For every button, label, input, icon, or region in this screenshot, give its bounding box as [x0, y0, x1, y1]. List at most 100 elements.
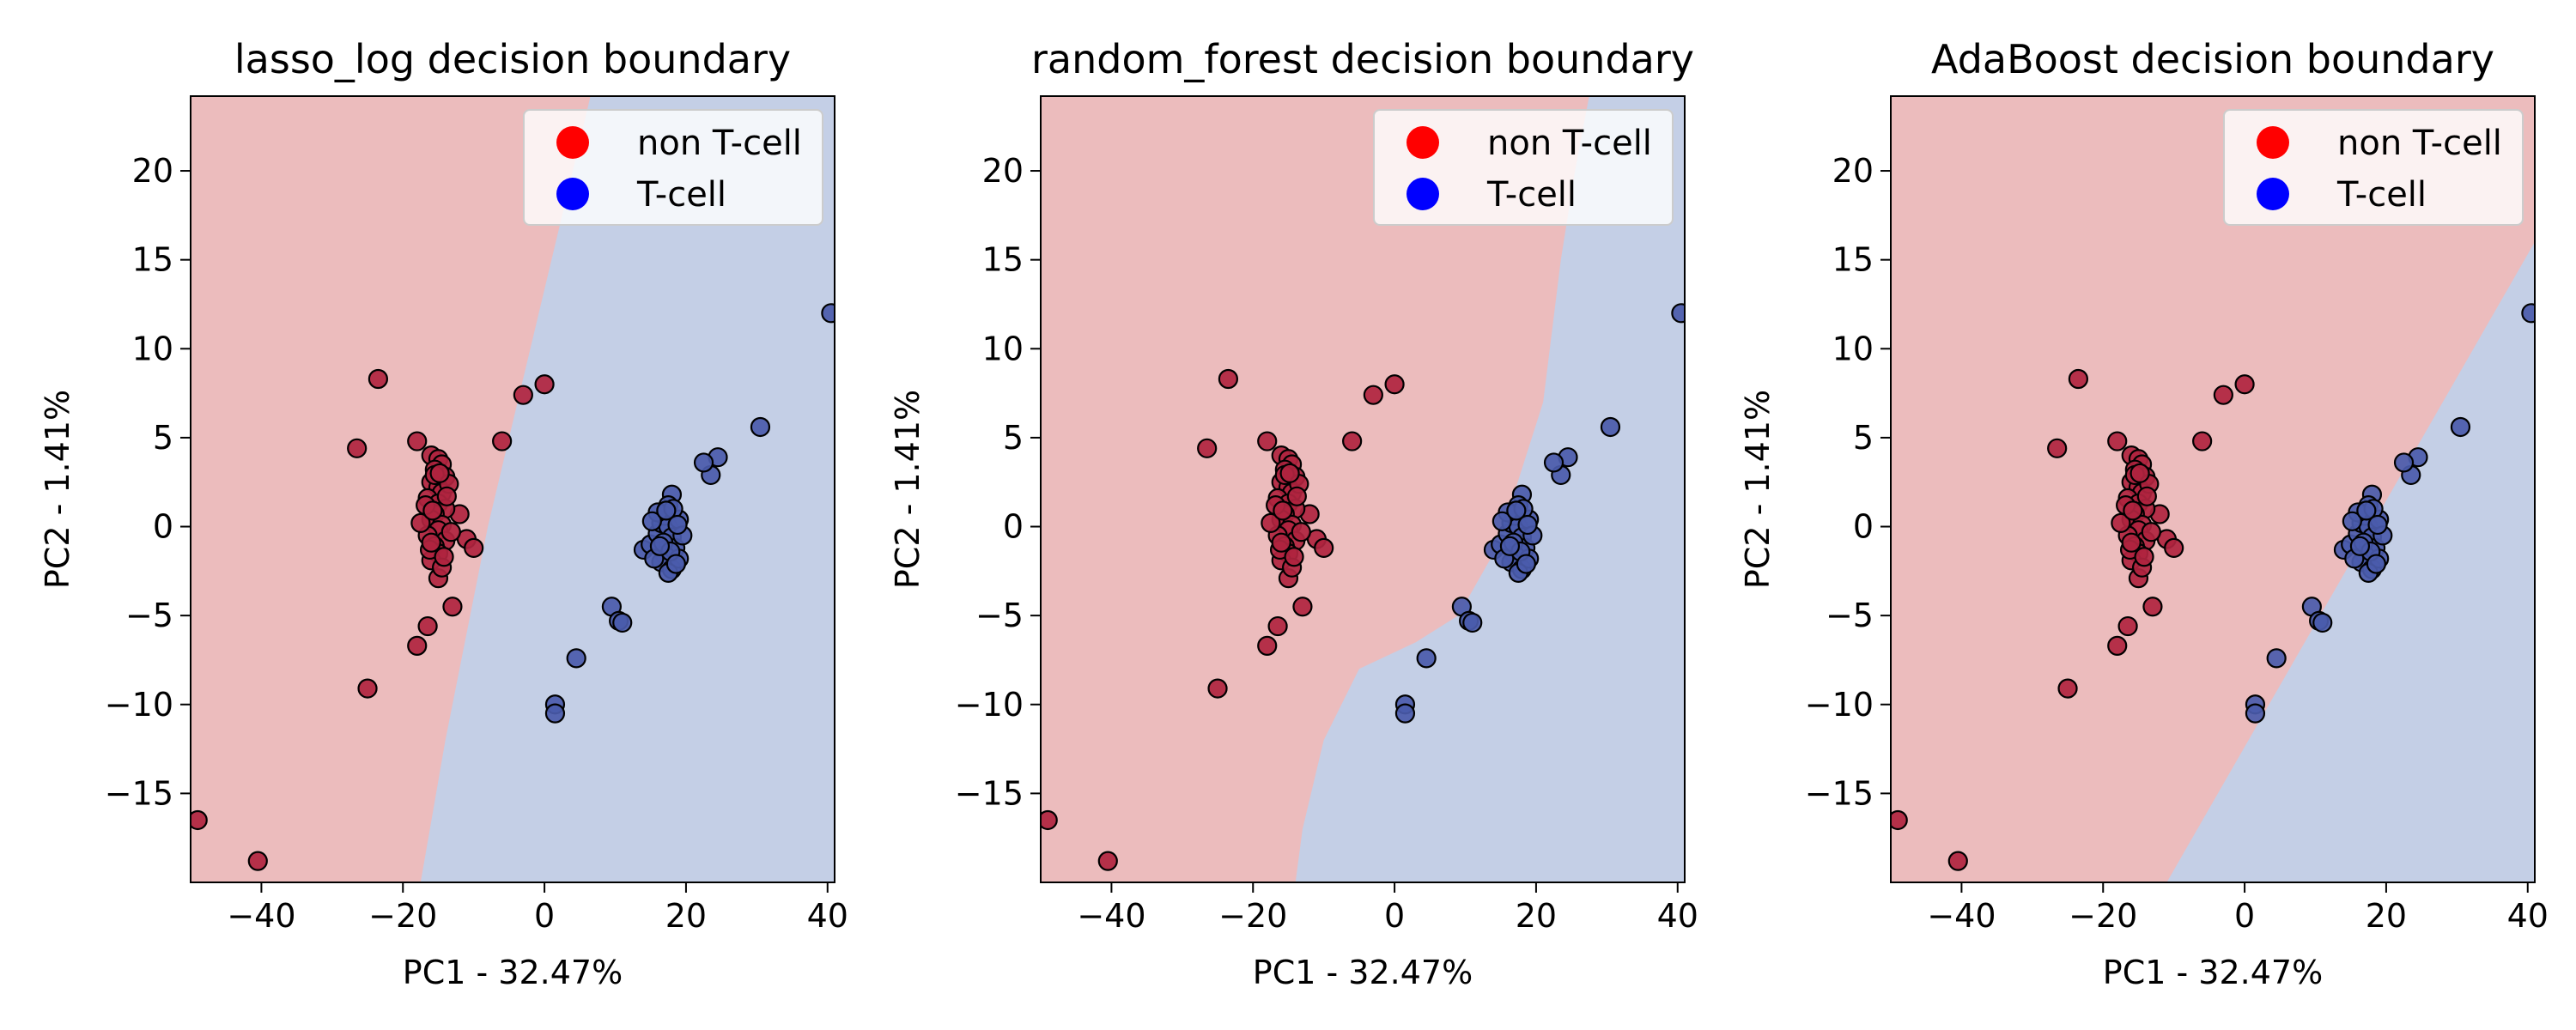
tcell-point [1416, 648, 1437, 669]
legend-entry: T-cell [1486, 175, 1577, 215]
non-tcell-point [2142, 597, 2163, 617]
tcell-point [2367, 514, 2388, 536]
legend: non T-cell T-cell [2223, 109, 2524, 226]
non-tcell-point [2234, 374, 2255, 395]
non-tcell-point [2107, 431, 2128, 451]
tcell-point [1671, 303, 1685, 324]
legend-entry: T-cell [2336, 175, 2427, 215]
non-tcell-point [1271, 532, 1291, 553]
non-tcell-point [422, 500, 443, 521]
non-tcell-region [1891, 96, 2535, 882]
tcell-point [649, 536, 671, 556]
axes-frame [190, 95, 835, 883]
tcell-point [544, 703, 566, 724]
data-points [191, 303, 835, 871]
tcell-point [1517, 514, 1538, 536]
x-tick-label: −20 [2069, 897, 2137, 935]
y-tick-label: 15 [982, 241, 1024, 279]
x-axis-label: PC1 - 32.47% [1253, 954, 1473, 991]
tcell-point [2521, 303, 2535, 324]
tcell-point [667, 514, 688, 536]
y-tick-label: 15 [132, 241, 173, 279]
non-tcell-point [357, 678, 378, 699]
x-tick-label: 20 [1516, 897, 1557, 935]
non-tcell-point [368, 368, 389, 390]
x-tick-label: 40 [1657, 897, 1698, 935]
tcell-point [693, 452, 714, 473]
tcell-point [1394, 703, 1416, 724]
non-tcell-point [191, 809, 208, 831]
non-tcell-point [2129, 463, 2150, 483]
y-tick-label: 10 [1832, 330, 1874, 367]
y-tick-label: −10 [955, 686, 1024, 724]
x-tick-label: 20 [665, 897, 707, 935]
x-tick-label: 0 [2234, 897, 2255, 935]
data-points [1891, 303, 2535, 871]
non-tcell-point [2107, 635, 2128, 656]
y-tick-label: 10 [982, 330, 1024, 367]
legend-box [2223, 109, 2524, 226]
x-tick-label: −40 [1077, 897, 1145, 935]
y-tick-label: 20 [132, 152, 173, 190]
x-tick-label: −40 [1927, 897, 1996, 935]
x-tick-label: −40 [227, 897, 295, 935]
non-tcell-point [534, 374, 555, 395]
non-tcell-point [436, 486, 457, 506]
tcell-point [1462, 612, 1483, 633]
y-tick-label: −15 [1805, 774, 1874, 812]
non-tcell-point [2141, 522, 2161, 542]
y-tick-label: 0 [1853, 508, 1874, 546]
non-tcell-point [1286, 486, 1307, 506]
tcell-point [1600, 416, 1621, 438]
legend-box [523, 109, 823, 226]
non-tcell-point [2164, 537, 2184, 558]
tcell-point [2450, 416, 2471, 438]
non-tcell-point [1384, 374, 1405, 395]
non-tcell-point [2111, 512, 2131, 533]
y-tick-label: 5 [1853, 419, 1874, 457]
chart-title: random_forest decision boundary [1031, 36, 1694, 82]
non-tcell-point [2068, 368, 2089, 390]
non-tcell-point [1267, 615, 1288, 637]
tcell-point [656, 500, 677, 521]
data-points [1041, 303, 1685, 871]
legend-box [1373, 109, 1674, 226]
non-tcell-point [1207, 678, 1228, 699]
tcell-point [2342, 511, 2362, 531]
non-tcell-point [2047, 438, 2068, 458]
y-tick-label: 20 [982, 152, 1024, 190]
tcell-point [2366, 554, 2386, 574]
y-tick-label: −5 [1826, 597, 1874, 634]
legend-entry: non T-cell [1487, 124, 1652, 163]
non-tcell-point [2134, 547, 2154, 567]
non-tcell-point [247, 851, 268, 871]
legend-marker [1406, 126, 1439, 159]
non-tcell-region [191, 96, 591, 882]
legend-marker [2257, 178, 2289, 210]
non-tcell-point [1097, 851, 1118, 871]
y-tick-label: 20 [1832, 152, 1874, 190]
x-tick-label: 40 [807, 897, 848, 935]
y-tick-label: −10 [1805, 686, 1874, 724]
non-tcell-point [410, 512, 431, 533]
legend-marker [556, 178, 589, 210]
legend-marker [556, 126, 589, 159]
non-tcell-point [1342, 431, 1363, 451]
y-tick-label: 5 [1003, 419, 1024, 457]
non-tcell-point [492, 431, 513, 451]
non-tcell-point [2057, 678, 2078, 699]
tcell-point [2245, 703, 2266, 724]
non-tcell-point [1257, 635, 1278, 656]
non-tcell-point [434, 547, 454, 567]
x-tick-label: 0 [534, 897, 555, 935]
non-tcell-point [1218, 368, 1239, 390]
legend: non T-cell T-cell [1373, 109, 1674, 226]
legend: non T-cell T-cell [523, 109, 823, 226]
x-axis-label: PC1 - 32.47% [403, 954, 623, 991]
non-tcell-point [417, 615, 438, 637]
axes-frame [1890, 95, 2536, 883]
y-axis-label: PC2 - 1.41% [39, 390, 76, 589]
x-tick-label: 0 [1384, 897, 1405, 935]
y-tick-label: −10 [105, 686, 173, 724]
